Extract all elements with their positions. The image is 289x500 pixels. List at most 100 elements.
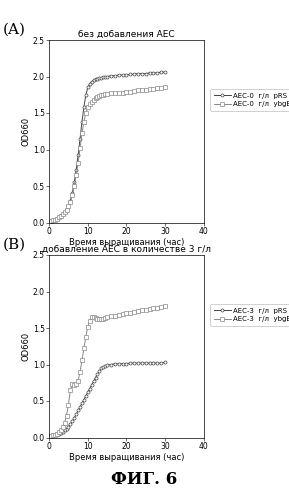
AEC-3  г/л  pRS: [156, 360, 159, 366]
AEC-3  г/л  ybgE: [132, 309, 136, 315]
AEC-0  г/л  ybgE: [94, 96, 97, 102]
AEC-0  г/л  ybgE: [65, 207, 68, 213]
AEC-3  г/л  pRS: [132, 360, 136, 366]
Title: без добавления АЕС: без добавления АЕС: [78, 30, 175, 39]
AEC-0  г/л  pRS: [140, 70, 144, 76]
AEC-3  г/л  ybgE: [61, 424, 64, 430]
AEC-0  г/л  ybgE: [148, 86, 151, 92]
AEC-0  г/л  pRS: [132, 72, 136, 78]
AEC-3  г/л  ybgE: [113, 312, 116, 318]
AEC-3  г/л  ybgE: [101, 316, 105, 322]
AEC-3  г/л  ybgE: [53, 432, 57, 438]
AEC-3  г/л  pRS: [98, 368, 101, 374]
AEC-0  г/л  ybgE: [117, 90, 121, 96]
AEC-0  г/л  ybgE: [82, 119, 86, 125]
AEC-3  г/л  pRS: [136, 360, 140, 366]
AEC-3  г/л  ybgE: [55, 431, 59, 437]
AEC-3  г/л  ybgE: [71, 381, 74, 387]
AEC-3  г/л  pRS: [61, 428, 64, 434]
AEC-0  г/л  ybgE: [86, 104, 90, 110]
Line: AEC-0  г/л  pRS: AEC-0 г/л pRS: [48, 70, 167, 224]
AEC-0  г/л  ybgE: [67, 204, 70, 210]
AEC-0  г/л  pRS: [76, 152, 80, 158]
AEC-0  г/л  ybgE: [152, 86, 155, 92]
AEC-0  г/л  pRS: [49, 218, 53, 224]
AEC-0  г/л  pRS: [98, 75, 101, 81]
AEC-3  г/л  pRS: [80, 400, 84, 406]
AEC-0  г/л  pRS: [109, 73, 113, 79]
AEC-0  г/л  ybgE: [69, 199, 72, 205]
AEC-3  г/л  pRS: [101, 364, 105, 370]
AEC-0  г/л  ybgE: [96, 94, 99, 100]
AEC-3  г/л  ybgE: [156, 304, 159, 310]
AEC-3  г/л  pRS: [90, 382, 93, 388]
AEC-3  г/л  pRS: [94, 374, 97, 380]
AEC-3  г/л  pRS: [92, 378, 95, 384]
AEC-0  г/л  pRS: [113, 73, 116, 79]
Y-axis label: OD660: OD660: [21, 332, 30, 361]
AEC-3  г/л  pRS: [117, 361, 121, 367]
AEC-0  г/л  pRS: [94, 76, 97, 82]
AEC-0  г/л  pRS: [103, 74, 107, 80]
AEC-0  г/л  ybgE: [51, 218, 55, 224]
AEC-3  г/л  pRS: [57, 431, 60, 437]
AEC-3  г/л  ybgE: [100, 316, 103, 322]
AEC-0  г/л  ybgE: [144, 86, 147, 92]
AEC-0  г/л  ybgE: [88, 101, 91, 107]
AEC-0  г/л  ybgE: [121, 90, 124, 96]
AEC-0  г/л  ybgE: [140, 86, 144, 92]
AEC-0  г/л  ybgE: [75, 172, 78, 178]
Line: AEC-3  г/л  pRS: AEC-3 г/л pRS: [48, 361, 167, 439]
AEC-3  г/л  pRS: [113, 361, 116, 367]
AEC-0  г/л  ybgE: [55, 216, 59, 222]
AEC-3  г/л  ybgE: [148, 306, 151, 312]
AEC-3  г/л  ybgE: [152, 306, 155, 312]
AEC-3  г/л  pRS: [84, 393, 88, 399]
AEC-3  г/л  pRS: [86, 389, 90, 395]
AEC-0  г/л  pRS: [148, 70, 151, 76]
AEC-3  г/л  pRS: [71, 418, 74, 424]
AEC-0  г/л  ybgE: [125, 89, 128, 95]
AEC-3  г/л  ybgE: [67, 402, 70, 407]
AEC-3  г/л  pRS: [75, 411, 78, 417]
AEC-3  г/л  pRS: [82, 396, 86, 402]
AEC-0  г/л  pRS: [63, 208, 66, 214]
AEC-3  г/л  pRS: [160, 360, 163, 366]
AEC-0  г/л  ybgE: [53, 216, 57, 222]
AEC-3  г/л  pRS: [69, 422, 72, 428]
AEC-0  г/л  ybgE: [57, 214, 60, 220]
AEC-3  г/л  ybgE: [69, 387, 72, 393]
AEC-0  г/л  pRS: [129, 72, 132, 78]
AEC-0  г/л  pRS: [86, 84, 90, 90]
AEC-3  г/л  pRS: [103, 363, 107, 369]
AEC-0  г/л  ybgE: [47, 220, 51, 226]
AEC-3  г/л  ybgE: [163, 303, 167, 309]
AEC-3  г/л  pRS: [59, 430, 62, 436]
AEC-0  г/л  ybgE: [156, 85, 159, 91]
AEC-0  г/л  ybgE: [98, 93, 101, 99]
AEC-0  г/л  pRS: [80, 119, 84, 125]
X-axis label: Время выращивания (час): Время выращивания (час): [69, 238, 184, 248]
AEC-0  г/л  ybgE: [63, 210, 66, 216]
AEC-3  г/л  ybgE: [82, 346, 86, 352]
AEC-0  г/л  ybgE: [73, 183, 76, 189]
AEC-0  г/л  ybgE: [113, 90, 116, 96]
AEC-3  г/л  pRS: [76, 408, 80, 414]
AEC-3  г/л  pRS: [152, 360, 155, 366]
AEC-0  г/л  ybgE: [59, 213, 62, 219]
Legend: AEC-3  г/л  pRS, AEC-3  г/л  ybgE: AEC-3 г/л pRS, AEC-3 г/л ybgE: [210, 304, 289, 326]
AEC-0  г/л  ybgE: [84, 110, 88, 116]
AEC-0  г/л  ybgE: [80, 130, 84, 136]
AEC-0  г/л  pRS: [160, 69, 163, 75]
AEC-0  г/л  pRS: [156, 70, 159, 76]
AEC-0  г/л  pRS: [88, 81, 91, 87]
AEC-0  г/л  pRS: [75, 167, 78, 173]
AEC-0  г/л  pRS: [90, 78, 93, 84]
AEC-3  г/л  pRS: [129, 360, 132, 366]
AEC-3  г/л  ybgE: [94, 315, 97, 321]
AEC-0  г/л  ybgE: [49, 218, 53, 224]
AEC-0  г/л  pRS: [69, 198, 72, 203]
AEC-3  г/л  ybgE: [117, 312, 121, 318]
AEC-0  г/л  pRS: [96, 76, 99, 82]
AEC-3  г/л  pRS: [100, 365, 103, 371]
